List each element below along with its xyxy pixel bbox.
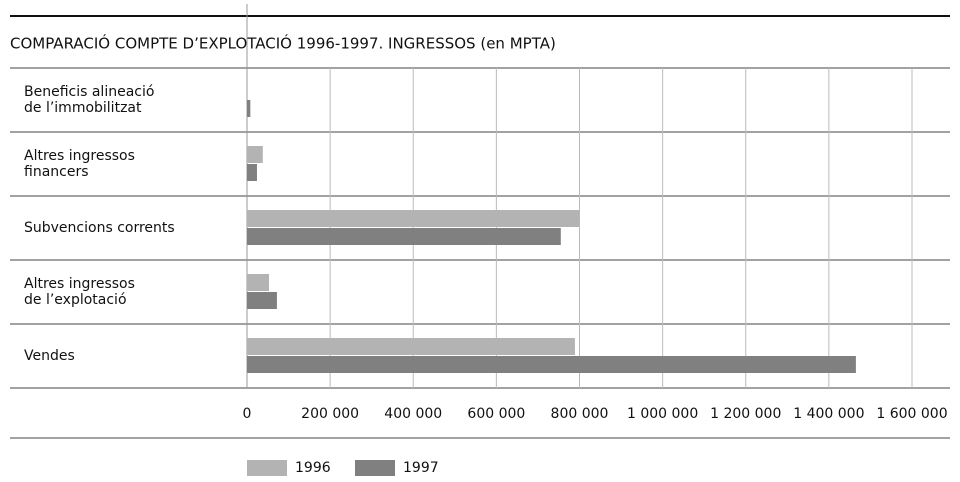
bar [247,210,580,227]
category-label: Altres ingressos financers [24,148,135,180]
chart-title: COMPARACIÓ COMPTE D’EXPLOTACIÓ 1996-1997… [10,34,556,53]
category-label: Subvencions corrents [24,220,175,236]
legend-swatch [247,460,287,476]
bar [247,228,561,245]
x-tick-label: 800 000 [551,406,609,422]
category-label: Vendes [24,348,75,364]
bar [247,100,251,117]
category-label: Altres ingressos de l’explotació [24,276,135,308]
bar [247,146,263,163]
x-tick-label: 200 000 [301,406,359,422]
x-tick-label: 1 000 000 [627,406,698,422]
bar [247,292,277,309]
legend-label: 1997 [403,460,439,476]
bar [247,164,257,181]
legend-swatch [355,460,395,476]
x-tick-label: 400 000 [384,406,442,422]
category-label: Beneficis alineació de l’immobilitzat [24,84,155,116]
bar [247,274,270,291]
x-tick-label: 1 200 000 [710,406,781,422]
x-tick-label: 1 400 000 [793,406,864,422]
bar [247,338,575,355]
legend-label: 1996 [295,460,331,476]
x-tick-label: 1 600 000 [876,406,947,422]
x-tick-label: 0 [243,406,252,422]
x-tick-label: 600 000 [467,406,525,422]
bar [247,356,856,373]
